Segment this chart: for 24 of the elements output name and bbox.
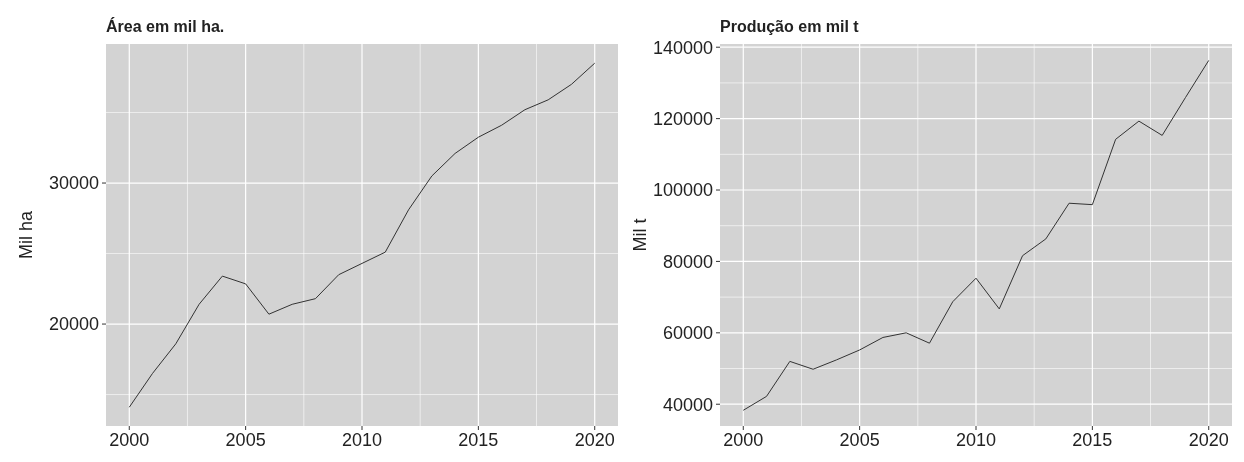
y-tick-label: 120000	[652, 108, 713, 129]
y-tick-label: 20000	[48, 314, 99, 335]
x-tick-label: 2005	[225, 430, 266, 450]
x-tick-label: 2020	[1188, 430, 1229, 450]
chart-title: Produção em mil t	[720, 18, 860, 35]
y-tick-label: 60000	[662, 323, 713, 344]
y-tick-label: 40000	[662, 394, 713, 415]
y-axis-title: Mil t	[630, 218, 651, 252]
x-tick-label: 2020	[574, 430, 615, 450]
x-tick-label: 2010	[955, 430, 997, 450]
chart-title: Área em mil ha.	[106, 17, 225, 35]
x-tick-label: 2015	[458, 430, 499, 450]
x-tick-label: 2015	[1072, 430, 1113, 450]
line-series	[742, 59, 1210, 411]
x-tick-label: 2000	[109, 430, 150, 450]
y-tick-label: 80000	[662, 251, 713, 272]
y-tick-label: 30000	[48, 173, 99, 194]
y-tick-label: 140000	[652, 37, 713, 58]
line-series	[128, 62, 596, 408]
y-tick-label: 100000	[652, 180, 713, 201]
x-tick-label: 2010	[341, 430, 383, 450]
x-tick-label: 2000	[723, 430, 764, 450]
y-axis-title: Mil ha	[16, 210, 37, 260]
x-tick-label: 2005	[839, 430, 880, 450]
